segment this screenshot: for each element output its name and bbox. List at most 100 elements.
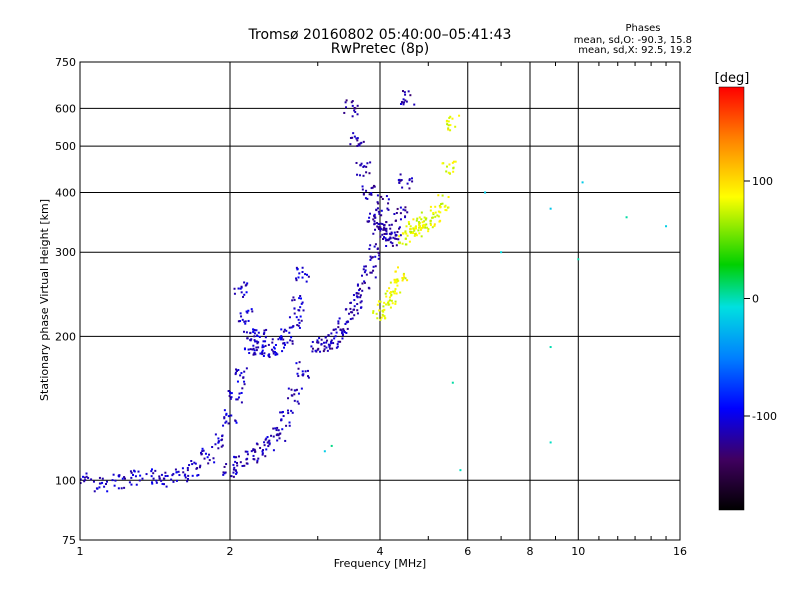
data-point — [120, 487, 123, 490]
data-point — [345, 106, 348, 109]
data-point — [350, 101, 353, 104]
data-point — [246, 450, 249, 453]
data-point — [249, 348, 252, 351]
data-point — [206, 456, 209, 459]
chart-title: Tromsø 20160802 05:40:00–05:41:43 — [248, 27, 512, 43]
data-point — [221, 434, 224, 437]
data-point — [376, 225, 379, 228]
data-point — [418, 216, 421, 219]
data-point — [316, 339, 319, 342]
data-point — [79, 478, 82, 481]
data-point — [387, 198, 390, 201]
data-point — [370, 271, 373, 274]
data-point — [243, 383, 246, 386]
data-point — [256, 443, 259, 446]
data-point — [437, 210, 440, 213]
data-point — [300, 387, 303, 390]
data-point — [378, 254, 381, 257]
y-tick-label: 750 — [55, 56, 76, 69]
x-tick-label: 2 — [227, 545, 234, 558]
data-point — [411, 232, 414, 235]
data-point — [299, 306, 302, 309]
data-point — [184, 473, 187, 476]
data-point — [334, 335, 337, 338]
data-point — [353, 308, 356, 311]
data-point — [82, 475, 85, 478]
data-point — [420, 218, 423, 221]
data-point — [340, 329, 343, 332]
data-point — [181, 467, 184, 470]
data-point — [235, 472, 238, 475]
data-point — [258, 335, 261, 338]
data-point — [311, 340, 314, 343]
data-point — [339, 328, 342, 331]
data-point — [352, 132, 355, 135]
data-point — [389, 291, 392, 294]
data-point — [385, 244, 388, 247]
data-point — [345, 99, 348, 102]
data-point — [214, 443, 217, 446]
data-point — [401, 279, 404, 282]
data-point — [257, 331, 260, 334]
data-point — [154, 469, 157, 472]
data-point — [368, 216, 371, 219]
y-tick-label: 100 — [55, 474, 76, 487]
data-point — [280, 336, 283, 339]
data-point — [288, 421, 291, 424]
data-point — [296, 324, 299, 327]
data-point — [264, 438, 267, 441]
data-point — [384, 237, 387, 240]
data-point — [382, 236, 385, 239]
data-point — [374, 216, 377, 219]
data-point — [291, 340, 294, 343]
data-point — [404, 206, 407, 209]
data-point — [264, 336, 267, 339]
data-point — [288, 316, 291, 319]
data-point — [163, 483, 166, 486]
data-point — [433, 223, 436, 226]
data-point — [161, 482, 164, 485]
data-point — [261, 453, 264, 456]
data-point — [401, 90, 404, 93]
data-point — [242, 376, 245, 379]
data-point — [151, 482, 154, 485]
phase-box-o-line: mean, sd,O: -90.3, 15.8 — [574, 35, 692, 46]
data-point — [298, 321, 301, 324]
data-point — [93, 490, 96, 493]
data-point — [230, 396, 233, 399]
data-point — [447, 171, 450, 174]
data-point — [288, 331, 291, 334]
data-point — [240, 291, 243, 294]
data-point — [384, 317, 387, 320]
data-point — [211, 446, 214, 449]
data-point — [376, 194, 379, 197]
data-point — [404, 93, 407, 96]
data-point — [341, 331, 344, 334]
data-point — [234, 371, 237, 374]
data-point — [277, 429, 280, 432]
data-point — [402, 273, 405, 276]
data-point — [395, 281, 398, 284]
data-point — [330, 332, 333, 335]
data-point — [338, 317, 341, 320]
data-point — [222, 473, 225, 476]
data-point — [263, 444, 266, 447]
data-point — [191, 463, 194, 466]
data-point — [379, 300, 382, 303]
data-point — [227, 415, 230, 418]
data-point — [320, 338, 323, 341]
data-point — [376, 317, 379, 320]
data-point — [326, 349, 329, 352]
data-point — [401, 186, 404, 189]
data-point — [446, 123, 449, 126]
data-point — [402, 278, 405, 281]
data-point — [223, 409, 226, 412]
data-point — [382, 228, 385, 231]
data-point — [197, 473, 200, 476]
data-point — [263, 352, 266, 355]
data-point — [372, 311, 375, 314]
data-point — [259, 352, 262, 355]
data-point — [336, 343, 339, 346]
data-point — [406, 234, 409, 237]
data-point — [224, 421, 227, 424]
